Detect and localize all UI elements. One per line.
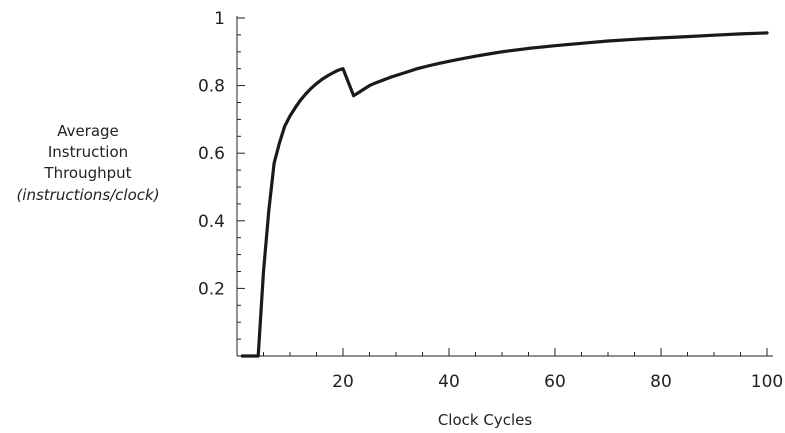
data-point	[272, 161, 276, 165]
data-point	[659, 36, 663, 40]
data-point	[415, 67, 419, 71]
data-point	[362, 87, 366, 91]
data-point	[288, 114, 292, 118]
x-tick-label: 80	[650, 372, 672, 392]
data-point	[765, 31, 769, 35]
data-point	[490, 52, 493, 55]
y-axis-label-line-3: Throughput	[43, 164, 131, 182]
data-point	[283, 124, 287, 128]
y-axis-label-line-4: (instructions/clock)	[16, 186, 159, 204]
data-point	[378, 79, 382, 83]
data-point	[267, 209, 271, 213]
data-point	[246, 354, 250, 358]
data-point	[368, 84, 371, 87]
data-point	[384, 77, 387, 81]
data-point	[474, 54, 477, 58]
data-point	[437, 62, 440, 66]
data-point	[341, 67, 345, 71]
y-ticks	[237, 17, 245, 289]
y-tick-label: 1	[214, 9, 225, 29]
data-point	[315, 82, 318, 85]
data-point	[357, 90, 361, 94]
data-point	[389, 75, 393, 79]
data-point	[251, 354, 255, 358]
data-point	[299, 98, 302, 102]
data-point	[458, 57, 461, 61]
x-tick-label: 60	[544, 372, 566, 392]
data-point	[346, 80, 350, 84]
data-point	[256, 354, 260, 358]
series-points	[240, 31, 769, 358]
data-point	[606, 39, 610, 43]
data-point	[262, 270, 265, 273]
x-axis-label: Clock Cycles	[438, 411, 533, 429]
data-point	[405, 70, 408, 74]
data-point	[373, 81, 377, 85]
data-point	[331, 71, 334, 75]
y-tick-label: 0.8	[198, 77, 225, 97]
throughput-series-line	[240, 31, 769, 358]
data-point	[739, 32, 742, 36]
data-point	[309, 86, 313, 90]
data-point	[278, 141, 281, 145]
data-point	[500, 50, 504, 54]
data-point	[325, 74, 329, 78]
data-point	[447, 59, 451, 63]
data-point	[580, 41, 583, 45]
data-point	[240, 354, 244, 358]
x-tick-label: 40	[438, 372, 460, 392]
data-point	[527, 47, 530, 50]
x-tick-label: 20	[332, 372, 354, 392]
data-point	[426, 64, 430, 68]
x-ticks	[342, 348, 768, 356]
x-tick-label: 100	[751, 372, 783, 392]
data-point	[320, 78, 324, 81]
data-point	[352, 94, 355, 98]
minor-ticks	[237, 34, 741, 356]
data-point	[394, 74, 398, 77]
data-point	[686, 35, 689, 38]
data-point	[553, 44, 557, 48]
data-point	[336, 68, 340, 72]
y-tick-label: 0.6	[198, 144, 225, 164]
y-axis-label-line-1: Average	[57, 122, 119, 140]
y-axis-label-line-2: Instruction	[48, 143, 128, 161]
y-tick-label: 0.4	[198, 212, 225, 232]
x-tick-labels: 20 40 60 80 100	[332, 372, 783, 392]
data-point	[304, 92, 308, 96]
y-tick-labels: 0.2 0.4 0.6 0.8 1	[198, 9, 225, 299]
data-point	[712, 33, 716, 37]
data-point	[633, 37, 636, 41]
y-tick-label: 0.2	[198, 279, 225, 299]
data-point	[293, 106, 297, 109]
